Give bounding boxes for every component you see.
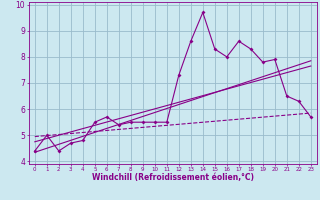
X-axis label: Windchill (Refroidissement éolien,°C): Windchill (Refroidissement éolien,°C) (92, 173, 254, 182)
